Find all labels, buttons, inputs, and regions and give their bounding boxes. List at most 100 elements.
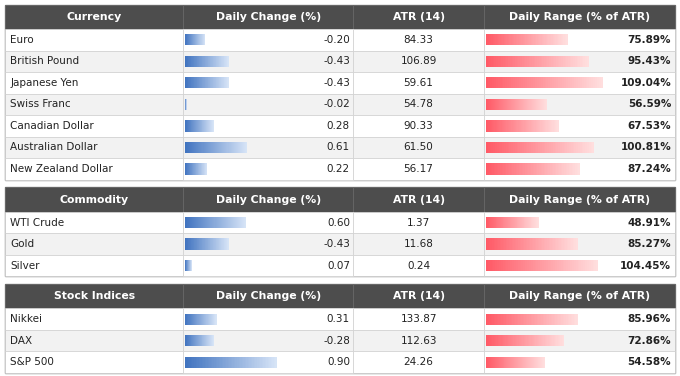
Bar: [516, 99, 517, 110]
Bar: [568, 164, 571, 174]
Text: 109.04%: 109.04%: [620, 78, 671, 88]
Bar: [505, 314, 506, 325]
Bar: [534, 335, 536, 346]
Bar: [575, 314, 577, 325]
Bar: [209, 77, 210, 88]
Bar: [229, 217, 231, 228]
Bar: [197, 238, 198, 250]
Bar: [545, 34, 546, 45]
Bar: [489, 314, 491, 325]
Bar: [541, 164, 542, 174]
Bar: [211, 142, 213, 153]
Bar: [187, 142, 188, 153]
Bar: [498, 238, 500, 250]
Bar: [209, 56, 211, 67]
Bar: [492, 120, 493, 132]
Bar: [488, 77, 490, 88]
Bar: [515, 99, 516, 110]
Bar: [190, 77, 192, 88]
Bar: [557, 314, 558, 325]
Bar: [535, 314, 537, 325]
Bar: [204, 77, 205, 88]
Bar: [222, 217, 224, 228]
Bar: [202, 217, 203, 228]
Bar: [224, 56, 225, 67]
Bar: [5, 5, 183, 29]
Bar: [218, 238, 220, 250]
Bar: [185, 217, 186, 228]
Bar: [522, 335, 524, 346]
Bar: [507, 34, 508, 45]
Bar: [513, 238, 515, 250]
Bar: [258, 356, 260, 368]
Bar: [527, 34, 528, 45]
Bar: [216, 217, 217, 228]
Bar: [224, 56, 225, 67]
Bar: [530, 120, 532, 132]
Bar: [498, 142, 500, 153]
Bar: [538, 217, 539, 228]
Bar: [213, 56, 214, 67]
Bar: [505, 260, 507, 271]
Bar: [200, 217, 201, 228]
Bar: [486, 335, 488, 346]
Bar: [537, 77, 539, 88]
Bar: [515, 356, 516, 368]
Bar: [576, 77, 578, 88]
Bar: [212, 238, 213, 250]
Bar: [537, 99, 538, 110]
Bar: [513, 314, 515, 325]
Bar: [220, 77, 221, 88]
Bar: [499, 99, 500, 110]
Bar: [491, 99, 492, 110]
Bar: [189, 238, 190, 250]
Bar: [502, 335, 503, 346]
Bar: [201, 142, 203, 153]
Bar: [495, 314, 497, 325]
Bar: [509, 142, 511, 153]
Bar: [494, 77, 496, 88]
Bar: [226, 77, 228, 88]
Bar: [209, 77, 211, 88]
Bar: [228, 142, 229, 153]
Bar: [516, 335, 517, 346]
Bar: [552, 120, 554, 132]
Bar: [528, 142, 529, 153]
Bar: [222, 56, 223, 67]
Text: Currency: Currency: [67, 12, 122, 22]
Bar: [216, 356, 217, 368]
Bar: [219, 238, 220, 250]
Bar: [523, 356, 524, 368]
Bar: [505, 77, 507, 88]
Bar: [530, 238, 532, 250]
Bar: [208, 56, 209, 67]
Bar: [209, 217, 210, 228]
Text: 85.96%: 85.96%: [628, 314, 671, 324]
Text: 0.90: 0.90: [327, 357, 350, 367]
Bar: [571, 164, 572, 174]
Bar: [532, 238, 533, 250]
Bar: [214, 217, 215, 228]
Bar: [518, 314, 520, 325]
Bar: [494, 356, 495, 368]
Bar: [562, 260, 564, 271]
Bar: [488, 164, 489, 174]
Bar: [226, 356, 228, 368]
Bar: [218, 77, 219, 88]
Bar: [532, 335, 533, 346]
Bar: [546, 260, 548, 271]
Bar: [537, 142, 539, 153]
Bar: [227, 142, 228, 153]
Bar: [183, 330, 354, 352]
Bar: [553, 164, 555, 174]
Bar: [484, 29, 675, 51]
Bar: [226, 142, 228, 153]
Bar: [228, 238, 229, 250]
Bar: [524, 314, 526, 325]
Bar: [547, 56, 549, 67]
Bar: [194, 217, 196, 228]
Bar: [524, 34, 526, 45]
Bar: [203, 356, 204, 368]
Bar: [203, 56, 204, 67]
Bar: [203, 238, 204, 250]
